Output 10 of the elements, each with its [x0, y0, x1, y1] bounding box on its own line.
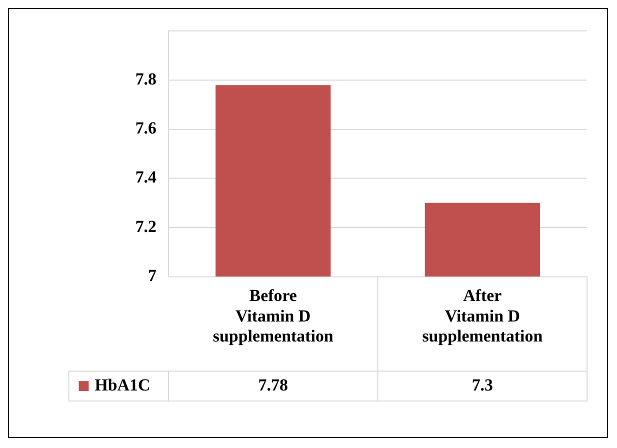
- data-label: 7.78: [258, 375, 288, 394]
- y-tick-label: 7: [148, 266, 158, 285]
- legend-label: HbA1C: [94, 375, 150, 394]
- y-tick-label: 7.8: [135, 70, 157, 89]
- x-tick-label: After Vitamin D supplementation: [422, 286, 544, 346]
- data-label: 7.3: [472, 375, 493, 394]
- x-tick-label: Before Vitamin D supplementation: [212, 286, 334, 346]
- y-tick-label: 7.6: [135, 118, 157, 138]
- y-tick-label: 7.4: [135, 168, 158, 187]
- y-tick-label: 7.2: [135, 216, 157, 236]
